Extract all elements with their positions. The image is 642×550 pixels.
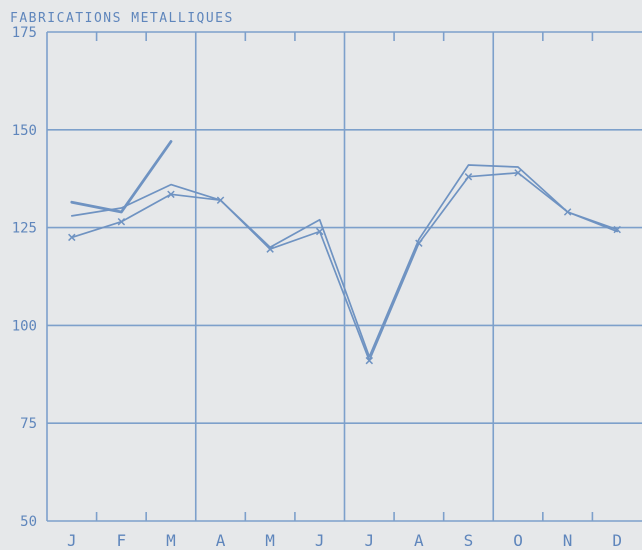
x-tick-label: S [464,531,474,550]
x-tick-label: O [513,531,523,550]
marker-stroke [464,173,473,181]
data-point [514,169,522,177]
y-tick-label: 100 [12,318,37,334]
data-point [117,218,126,226]
y-tick-label: 125 [12,221,37,237]
x-tick-label: J [364,531,374,550]
x-tick-label: A [414,531,424,550]
series-line-3 [70,140,173,214]
data-point [167,190,175,199]
marker-stroke [167,190,175,199]
marker-stroke [266,245,274,253]
y-tick-label: 150 [12,123,37,139]
marker-stroke [68,233,76,242]
x-tick-label: M [265,531,275,550]
data-point [613,225,621,234]
marker-stroke [514,169,522,177]
chart-title: FABRICATIONS METALLIQUES [10,11,234,26]
data-point [464,173,473,181]
y-tick-label: 50 [20,514,37,530]
x-tick-label: J [67,531,77,550]
series-group [68,140,621,365]
y-axis-ticks: 50 75 100 125 150 175 [12,25,37,530]
series-line-2 [70,164,619,358]
marker-stroke [315,227,324,236]
series-line-1 [70,171,619,362]
x-tick-label: D [612,531,622,550]
marker-stroke [117,218,126,226]
data-point [266,245,274,253]
x-tick-label: N [563,531,573,550]
y-tick-label: 175 [12,25,37,41]
x-tick-label: A [216,531,226,550]
data-point [365,356,374,365]
x-tick-label: M [166,531,176,550]
data-point [315,227,324,236]
grid [46,31,642,522]
data-point [68,233,76,242]
x-tick-label: J [315,531,325,550]
marker-stroke [365,356,374,365]
y-tick-label: 75 [20,416,37,432]
x-tick-label: F [117,531,127,550]
marker-stroke [613,225,621,234]
